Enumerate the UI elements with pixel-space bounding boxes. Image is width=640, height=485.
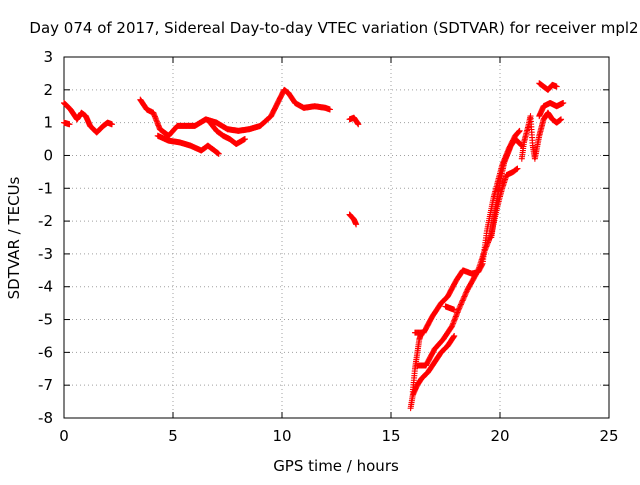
y-tick-label: -6	[38, 343, 53, 361]
data-points	[61, 80, 567, 412]
y-tick-label: 2	[43, 81, 53, 99]
x-tick-label: 15	[381, 427, 400, 445]
data-point	[459, 298, 466, 305]
y-tick-label: 0	[43, 146, 53, 164]
y-tick-label: -2	[38, 212, 53, 230]
data-point	[558, 116, 565, 123]
data-series	[346, 211, 360, 228]
y-axis-label: SDTVAR / TECUs	[5, 176, 23, 299]
data-point	[461, 293, 468, 300]
data-point	[460, 294, 467, 301]
y-tick-label: -1	[38, 179, 53, 197]
data-series	[414, 165, 521, 369]
data-point	[458, 300, 465, 307]
x-axis-label: GPS time / hours	[273, 457, 399, 475]
x-tick-label: 5	[168, 427, 178, 445]
data-point	[66, 121, 73, 128]
plot-frame	[63, 56, 610, 419]
y-tick-label: -8	[38, 409, 53, 427]
data-point	[553, 83, 560, 90]
data-point	[457, 301, 464, 308]
data-point	[451, 306, 458, 313]
data-point	[560, 99, 567, 106]
x-tick-label: 20	[490, 427, 509, 445]
x-tick-label: 25	[599, 427, 618, 445]
data-series	[536, 99, 567, 120]
data-point	[459, 297, 466, 304]
data-series	[536, 80, 560, 93]
grid-lines	[64, 57, 609, 418]
data-point	[457, 302, 464, 309]
data-point	[515, 129, 522, 136]
data-point	[514, 165, 521, 172]
y-tick-label: -4	[38, 278, 53, 296]
y-tick-label: 3	[43, 48, 53, 66]
data-point	[353, 221, 360, 228]
data-series	[61, 99, 115, 136]
data-series	[518, 109, 565, 162]
chart-title: Day 074 of 2017, Sidereal Day-to-day VTE…	[29, 19, 638, 37]
y-tick-label: -7	[38, 376, 53, 394]
data-point	[456, 305, 463, 312]
data-series	[442, 303, 458, 313]
data-point	[460, 296, 467, 303]
data-series	[407, 332, 458, 412]
tick-labels: 0 5 10 15 20 25 -8 -7 -6 -5 -4 -3 -2 -1 0 1 2 3	[38, 48, 619, 445]
data-series	[488, 136, 525, 241]
data-point	[241, 136, 248, 143]
data-series	[207, 119, 248, 147]
y-tick-label: -3	[38, 245, 53, 263]
data-point	[515, 128, 522, 135]
data-point	[215, 150, 222, 157]
data-point	[463, 289, 470, 296]
data-point	[516, 127, 523, 134]
data-point	[462, 290, 469, 297]
data-series	[154, 132, 222, 157]
data-series	[61, 119, 73, 128]
data-point	[451, 332, 458, 339]
data-series	[137, 86, 333, 139]
data-point	[456, 304, 463, 311]
data-point	[355, 121, 362, 128]
data-point	[461, 292, 468, 299]
y-tick-label: 1	[43, 114, 53, 132]
x-tick-label: 0	[59, 427, 69, 445]
data-point	[326, 106, 333, 113]
y-tick-label: -5	[38, 311, 53, 329]
data-series	[346, 114, 362, 128]
data-point	[108, 121, 115, 128]
data-point	[474, 268, 481, 275]
x-tick-label: 10	[272, 427, 291, 445]
